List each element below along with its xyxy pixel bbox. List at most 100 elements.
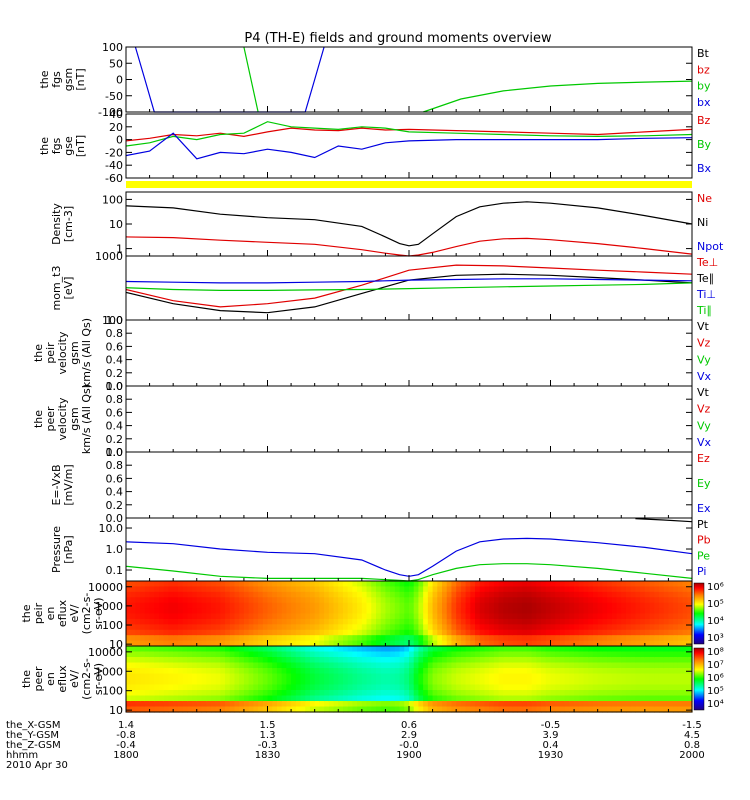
- spectrogram-cell: [437, 586, 443, 593]
- spectrogram-cell: [338, 629, 344, 636]
- spectrogram-cell: [508, 673, 514, 680]
- spectrogram-cell: [526, 618, 533, 625]
- spectrogram-cell: [286, 608, 292, 615]
- spectrogram-cell: [484, 668, 490, 675]
- spectrogram-cell: [677, 635, 684, 642]
- spectrogram-cell: [550, 635, 556, 642]
- spectrogram-cell: [239, 679, 245, 686]
- spectrogram-cell: [173, 640, 179, 647]
- y-tick-label: 0.8: [106, 327, 124, 340]
- spectrogram-cell: [324, 640, 330, 647]
- spectrogram-cell: [498, 613, 504, 620]
- spectrogram-cell: [465, 706, 471, 713]
- spectrogram-cell: [380, 608, 387, 615]
- spectrogram-cell: [663, 618, 670, 625]
- spectrogram-cell: [390, 662, 396, 669]
- spectrogram-cell: [460, 597, 467, 604]
- spectrogram-cell: [229, 629, 236, 636]
- spectrogram-cell: [314, 668, 320, 675]
- spectrogram-cell: [635, 629, 641, 636]
- spectrogram-cell: [588, 668, 594, 675]
- spectrogram-cell: [295, 635, 302, 642]
- spectrogram-cell: [286, 706, 292, 713]
- spectrogram-cell: [210, 608, 217, 615]
- spectrogram-cell: [357, 591, 363, 598]
- spectrogram-cell: [493, 629, 500, 636]
- spectrogram-cell: [658, 581, 665, 588]
- spectrogram-cell: [206, 635, 212, 642]
- spectrogram-cell: [531, 586, 537, 593]
- spectrogram-cell: [333, 635, 339, 642]
- spectrogram-cell: [196, 586, 203, 593]
- spectrogram-cell: [658, 701, 665, 708]
- spectrogram-cell: [541, 701, 547, 708]
- spectrogram-cell: [215, 618, 221, 625]
- spectrogram-cell: [432, 640, 438, 647]
- spectrogram-cell: [328, 668, 335, 675]
- spectrogram-cell: [229, 651, 236, 658]
- spectrogram-cell: [262, 597, 269, 604]
- spectrogram-cell: [375, 679, 382, 686]
- spectrogram-cell: [309, 613, 316, 620]
- spectrogram-cell: [418, 646, 424, 653]
- spectrogram-cell: [597, 602, 603, 609]
- spectrogram-cell: [545, 635, 552, 642]
- spectrogram-cell: [607, 657, 613, 664]
- spectrogram-cell: [338, 651, 344, 658]
- spectrogram-cell: [498, 640, 504, 647]
- spectrogram-cell: [361, 581, 368, 588]
- spectrogram-cell: [347, 602, 353, 609]
- spectrogram-cell: [404, 662, 410, 669]
- x-tick-label: -0.5: [541, 720, 561, 731]
- spectrogram-cell: [371, 668, 377, 675]
- spectrogram-cell: [328, 646, 335, 653]
- spectrogram-cell: [470, 613, 476, 620]
- spectrogram-cell: [545, 690, 552, 697]
- spectrogram-cell: [489, 662, 495, 669]
- spectrogram-cell: [309, 684, 316, 691]
- spectrogram-cell: [413, 586, 420, 593]
- spectrogram-cell: [163, 618, 170, 625]
- spectrogram-cell: [677, 608, 684, 615]
- spectrogram-cell: [159, 706, 165, 713]
- spectrogram-cell: [498, 673, 504, 680]
- spectrogram-cell: [545, 679, 552, 686]
- spectrogram-cell: [159, 591, 165, 598]
- spectrogram-cell: [286, 646, 292, 653]
- spectrogram-cell: [658, 690, 665, 697]
- spectrogram-cell: [517, 668, 523, 675]
- spectrogram-cell: [465, 602, 471, 609]
- spectrogram-cell: [442, 629, 448, 636]
- spectrogram-cell: [272, 657, 278, 664]
- spectrogram-cell: [475, 701, 481, 708]
- spectrogram-cell: [361, 657, 368, 664]
- spectrogram-cell: [305, 706, 311, 713]
- spectrogram-cell: [225, 662, 231, 669]
- spectrogram-cell: [196, 706, 203, 713]
- spectrogram-cell: [220, 679, 226, 686]
- spectrogram-cell: [210, 602, 217, 609]
- spectrogram-cell: [229, 591, 236, 598]
- spectrogram-cell: [126, 618, 132, 625]
- spectrogram-cell: [135, 684, 141, 691]
- spectrogram-cell: [517, 684, 523, 691]
- spectrogram-cell: [423, 690, 429, 697]
- spectrogram-cell: [654, 679, 660, 686]
- spectrogram-cell: [451, 640, 457, 647]
- spectrogram-cell: [220, 602, 226, 609]
- spectrogram-cell: [484, 657, 490, 664]
- spectrogram-cell: [281, 673, 287, 680]
- spectrogram-cell: [324, 690, 330, 697]
- spectrogram-cell: [484, 591, 490, 598]
- spectrogram-cell: [135, 586, 141, 593]
- spectrogram-cell: [305, 651, 311, 658]
- series-line-Bx: [125, 132, 693, 160]
- spectrogram-cell: [385, 651, 391, 658]
- spectrogram-cell: [248, 684, 254, 691]
- spectrogram-cell: [583, 684, 589, 691]
- spectrogram-cell: [342, 657, 349, 664]
- spectrogram-cell: [578, 618, 585, 625]
- spectrogram-cell: [611, 701, 618, 708]
- spectrogram-cell: [347, 613, 353, 620]
